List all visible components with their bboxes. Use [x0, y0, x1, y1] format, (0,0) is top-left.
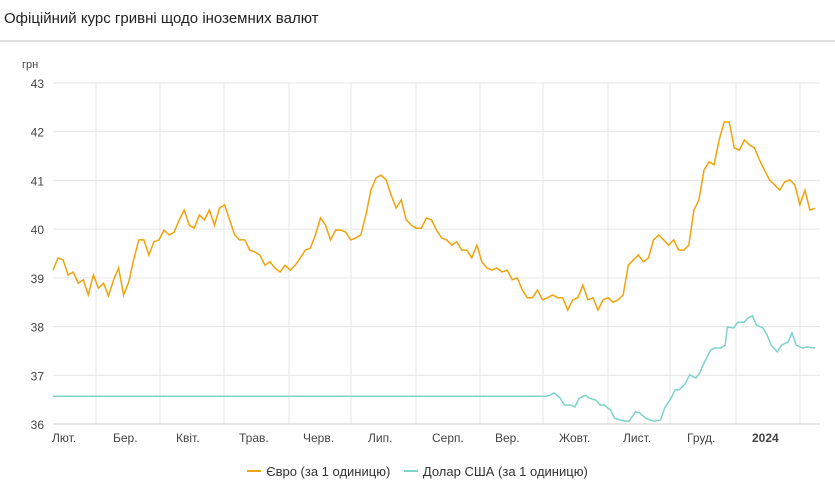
header-divider — [0, 40, 835, 42]
y-tick-label: 39 — [31, 272, 45, 286]
y-tick-label: 42 — [31, 126, 45, 140]
x-tick-label: Груд. — [687, 431, 715, 445]
x-tick-label: Жовт. — [559, 431, 590, 445]
y-tick-label: 40 — [31, 223, 45, 237]
x-tick-label: Черв. — [303, 431, 334, 445]
legend-item-euro[interactable]: Євро (за 1 одиницю) — [247, 464, 390, 479]
legend-label-euro: Євро (за 1 одиницю) — [266, 463, 391, 479]
exchange-rate-chart: 36 37 38 39 40 41 42 43 грн Лют. Бер. Квіт. Трав. Чер… — [22, 59, 820, 445]
x-tick-label: Бер. — [113, 431, 138, 445]
legend-label-usd: Долар США (за 1 одиницю) — [422, 463, 588, 479]
x-tick-label: Лист. — [623, 431, 651, 445]
x-tick-label: Трав. — [239, 431, 269, 445]
x-tick-label: Вер. — [495, 431, 520, 445]
legend-item-usd[interactable]: Долар США (за 1 одиницю) — [403, 463, 588, 479]
y-tick-label: 41 — [31, 174, 45, 188]
euro-series-line — [52, 121, 816, 312]
x-tick-label: Лип. — [368, 431, 392, 445]
x-tick-label: 2024 — [752, 431, 779, 445]
page-title: Офіційний курс гривні щодо іноземних вал… — [4, 10, 319, 27]
y-axis-label: грн — [22, 59, 38, 71]
x-tick-label: Серп. — [432, 431, 464, 445]
usd-series-line — [53, 314, 816, 422]
y-tick-label: 37 — [31, 369, 45, 383]
y-tick-label: 36 — [31, 418, 45, 432]
x-tick-label: Квіт. — [176, 431, 200, 445]
x-tick-label: Лют. — [52, 431, 76, 445]
chart-legend: Євро (за 1 одиницю) Долар США (за 1 один… — [0, 460, 835, 479]
y-tick-label: 38 — [31, 321, 45, 335]
y-tick-label: 43 — [31, 77, 45, 91]
legend-swatch-usd — [403, 470, 418, 472]
legend-swatch-euro — [247, 470, 262, 472]
